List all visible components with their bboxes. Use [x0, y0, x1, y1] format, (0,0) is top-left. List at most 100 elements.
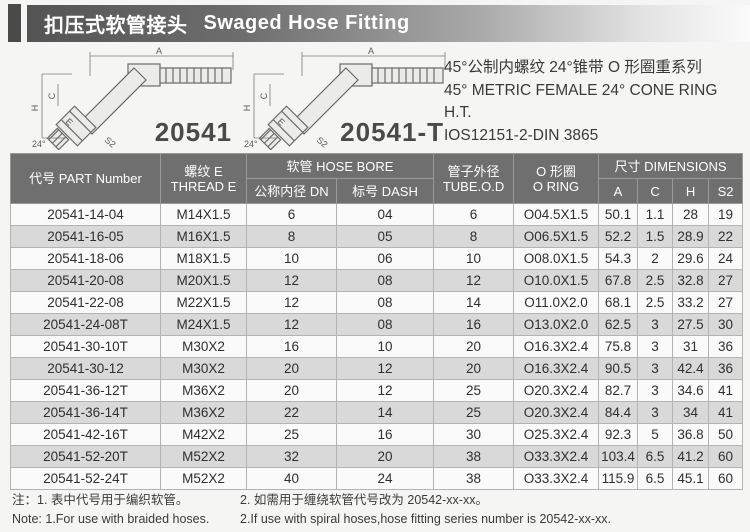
cell: 5: [637, 423, 674, 446]
cell: 60: [708, 467, 744, 490]
cell: 41.2: [672, 445, 710, 468]
cell: 30: [433, 423, 515, 446]
cell: 38: [433, 445, 515, 468]
cell: 24: [335, 467, 435, 490]
fitting-diagram-20541: A: [28, 46, 240, 150]
cell: 60: [708, 445, 744, 468]
cell: 52.2: [598, 225, 639, 248]
note-en-2: 2.If use with spiral hoses,hose fitting …: [240, 512, 612, 526]
page-title-en: Swaged Hose Fitting: [203, 12, 410, 34]
table-row: 20541-20-08 M20X1.5 12 08 12 O10.0X1.5 67.8 2.5…: [10, 269, 744, 292]
cell: 20541-36-14T: [10, 401, 161, 424]
dim-label-s2: S2: [315, 135, 330, 150]
cell: 41: [708, 379, 744, 402]
cell: 50: [708, 423, 744, 446]
cell: 8: [433, 225, 515, 248]
series-standard: IOS12151-2-DIN 3865: [444, 126, 599, 144]
cell: 16: [246, 335, 337, 358]
cell: 41: [708, 401, 744, 424]
cell: 20: [335, 445, 435, 468]
dim-label-a: A: [156, 46, 162, 56]
col-header-dim-c: C: [637, 178, 674, 204]
cell: M22X1.5: [160, 291, 247, 314]
cell: 8: [246, 225, 337, 248]
series-description-cn: 45°公制内螺纹 24°锥带 O 形圈重系列: [444, 59, 702, 76]
col-header-dim-s2: S2: [708, 178, 744, 204]
spec-table: 代号 PART Number 螺纹 E THREAD E 软管 HOSE BOR…: [10, 153, 744, 490]
cell: O20.3X2.4: [513, 401, 600, 424]
cell: 05: [335, 225, 435, 248]
col-header-thread-cn: 螺纹 E: [184, 163, 223, 179]
cell: 103.4: [598, 445, 639, 468]
cell: 84.4: [598, 401, 639, 424]
table-row: 20541-30-10T M30X2 16 10 20 O16.3X2.4 75.8 3 31 3…: [10, 335, 744, 358]
cell: 34: [672, 401, 710, 424]
cell: 36.8: [672, 423, 710, 446]
table-row: 20541-36-12T M36X2 20 12 25 O20.3X2.4 82.7 3 34.…: [10, 379, 744, 402]
cell: 62.5: [598, 313, 639, 336]
cell: O06.5X1.5: [513, 225, 600, 248]
cell: 20541-14-04: [10, 203, 161, 226]
cell: 6: [246, 203, 337, 226]
cell: M30X2: [160, 335, 247, 358]
cell: M36X2: [160, 379, 247, 402]
col-group-dimensions: 尺寸 DIMENSIONS: [598, 153, 744, 179]
cell: 12: [246, 313, 337, 336]
cell: M42X2: [160, 423, 247, 446]
note-en-1: Note: 1.For use with braided hoses.: [12, 512, 210, 526]
cell: 16: [335, 423, 435, 446]
cell: 40: [246, 467, 337, 490]
cell: 12: [335, 357, 435, 380]
cell: 36: [708, 335, 744, 358]
cell: 12: [433, 269, 515, 292]
cell: 04: [335, 203, 435, 226]
cell: 30: [708, 313, 744, 336]
cell: 14: [433, 291, 515, 314]
dim-label-a: A: [368, 46, 374, 56]
dim-label-h: H: [242, 105, 252, 112]
cell: 33.2: [672, 291, 710, 314]
cell: 54.3: [598, 247, 639, 270]
cell: M52X2: [160, 445, 247, 468]
cell: 3: [637, 357, 674, 380]
series-description: 45°公制内螺纹 24°锥带 O 形圈重系列 45° METRIC FEMALE…: [444, 57, 746, 147]
table-row: 20541-14-04 M14X1.5 6 04 6 O04.5X1.5 50.1 1.1 28…: [10, 203, 744, 226]
cell: 6.5: [637, 467, 674, 490]
cell: 25: [433, 401, 515, 424]
cell: 34.6: [672, 379, 710, 402]
dim-label-e: E: [276, 116, 287, 127]
cell: 14: [335, 401, 435, 424]
cell: 1.5: [637, 225, 674, 248]
col-header-dim-a: A: [598, 178, 639, 204]
dim-label-angle: 24°: [32, 139, 46, 149]
col-group-hose-bore: 软管 HOSE BORE: [245, 153, 435, 179]
table-row: 20541-22-08 M22X1.5 12 08 14 O11.0X2.0 68.1 2.5…: [10, 291, 744, 314]
table-row: 20541-24-08T M24X1.5 12 08 16 O13.0X2.0 62.5 3 2…: [10, 313, 744, 336]
cell: 20541-30-12: [10, 357, 161, 380]
cell: 6.5: [637, 445, 674, 468]
dim-label-h: H: [30, 105, 40, 112]
fitting-diagram-20541-T: A: [240, 46, 452, 150]
cell: 29.6: [672, 247, 710, 270]
cell: 20541-20-08: [10, 269, 161, 292]
cell: 2.5: [637, 269, 674, 292]
fitting-45deg-elbow-icon: A: [242, 46, 446, 150]
fitting-45deg-elbow-icon: A: [30, 46, 234, 150]
cell: 2: [637, 247, 674, 270]
page-title-bar: 扣压式软管接头 Swaged Hose Fitting: [27, 5, 750, 42]
cell: 31: [672, 335, 710, 358]
cell: 12: [246, 291, 337, 314]
cell: O25.3X2.4: [513, 423, 600, 446]
cell: 32.8: [672, 269, 710, 292]
table-row: 20541-52-24T M52X2 40 24 38 O33.3X2.4 115.9 6.5…: [10, 467, 744, 490]
cell: 19: [708, 203, 744, 226]
cell: 20541-18-06: [10, 247, 161, 270]
cell: M20X1.5: [160, 269, 247, 292]
figure-label: 20541-T: [340, 117, 444, 147]
cell: 20541-22-08: [10, 291, 161, 314]
table-row: 20541-52-20T M52X2 32 20 38 O33.3X2.4 103.4 6.5…: [10, 445, 744, 468]
cell: 38: [433, 467, 515, 490]
dim-label-e: E: [64, 116, 75, 127]
cell: 115.9: [598, 467, 639, 490]
col-header-dim-h: H: [672, 178, 710, 204]
